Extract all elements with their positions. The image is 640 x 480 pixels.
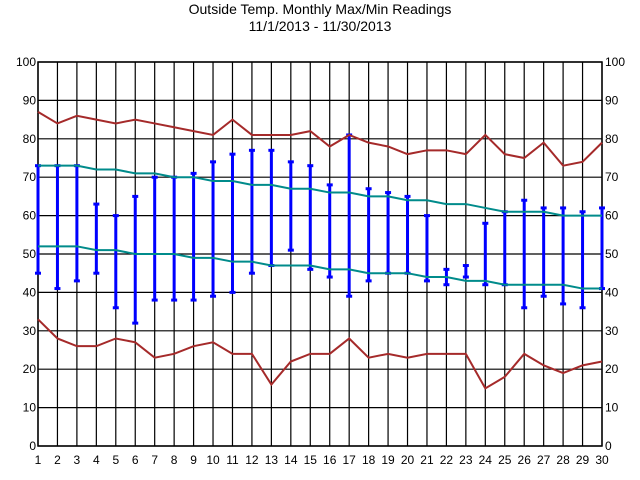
x-tick-label: 23	[459, 453, 473, 467]
y-tick-label-right: 10	[605, 401, 619, 415]
x-tick-label: 8	[171, 453, 178, 467]
x-tick-label: 21	[420, 453, 434, 467]
x-tick-label: 18	[362, 453, 376, 467]
y-tick-label-right: 30	[605, 324, 619, 338]
x-tick-label: 19	[381, 453, 395, 467]
y-tick-label-left: 80	[23, 132, 37, 146]
grid-lines	[37, 61, 603, 447]
x-tick-label: 12	[245, 453, 259, 467]
x-tick-label: 10	[206, 453, 220, 467]
y-tick-label-right: 50	[605, 247, 619, 261]
x-tick-label: 7	[151, 453, 158, 467]
daily-range-bars	[35, 133, 605, 325]
x-tick-label: 15	[304, 453, 318, 467]
x-tick-label: 20	[401, 453, 415, 467]
y-tick-label-left: 50	[23, 247, 37, 261]
x-tick-label: 30	[595, 453, 609, 467]
x-tick-label: 26	[518, 453, 532, 467]
x-tick-label: 16	[323, 453, 337, 467]
y-tick-label-left: 0	[29, 439, 36, 453]
x-tick-label: 17	[342, 453, 356, 467]
x-tick-label: 13	[265, 453, 279, 467]
series-lines	[37, 111, 603, 390]
chart-subtitle: 11/1/2013 - 11/30/2013	[249, 18, 392, 34]
y-tick-label-right: 20	[605, 362, 619, 376]
x-tick-label: 6	[132, 453, 139, 467]
y-tick-label-right: 80	[605, 132, 619, 146]
y-tick-label-left: 40	[23, 285, 37, 299]
x-tick-label: 29	[576, 453, 590, 467]
y-tick-label-left: 60	[23, 209, 37, 223]
x-tick-label: 27	[537, 453, 551, 467]
x-tick-label: 25	[498, 453, 512, 467]
y-tick-label-right: 40	[605, 285, 619, 299]
series-line	[37, 111, 603, 167]
x-tick-label: 2	[54, 453, 61, 467]
x-tick-label: 5	[112, 453, 119, 467]
x-tick-label: 3	[74, 453, 81, 467]
y-tick-label-left: 30	[23, 324, 37, 338]
x-tick-label: 24	[479, 453, 493, 467]
axis-labels: 0 0 10 10 20 20 30 30 40 40 50 50 60 60 70 70 80 80 90 90 10…	[16, 55, 625, 467]
x-tick-label: 4	[93, 453, 100, 467]
x-tick-label: 9	[190, 453, 197, 467]
y-tick-label-left: 10	[23, 401, 37, 415]
x-tick-label: 11	[226, 453, 239, 467]
chart-title: Outside Temp. Monthly Max/Min Readings	[189, 1, 452, 17]
y-tick-label-right: 100	[605, 55, 625, 69]
x-tick-label: 28	[556, 453, 570, 467]
y-tick-label-right: 60	[605, 209, 619, 223]
y-tick-label-left: 90	[23, 93, 37, 107]
x-tick-label: 1	[35, 453, 42, 467]
y-tick-label-left: 20	[23, 362, 37, 376]
y-tick-label-right: 0	[605, 439, 612, 453]
y-tick-label-right: 90	[605, 93, 619, 107]
x-tick-label: 14	[284, 453, 298, 467]
y-tick-label-right: 70	[605, 170, 619, 184]
x-tick-label: 22	[440, 453, 454, 467]
series-line	[38, 164, 602, 217]
series-line	[37, 318, 603, 390]
y-tick-label-left: 70	[23, 170, 37, 184]
y-tick-label-left: 100	[16, 55, 36, 69]
series-line	[38, 245, 602, 290]
